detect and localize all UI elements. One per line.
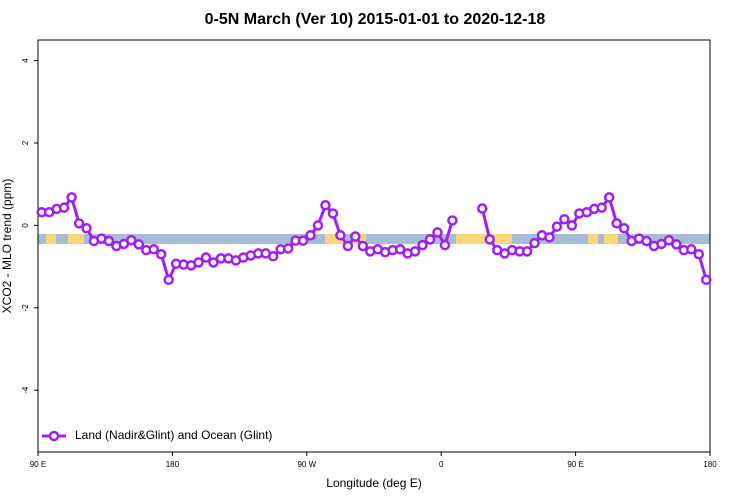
land-band [604,234,618,244]
data-point [267,251,279,262]
y-tick-label: -4 [21,386,30,394]
data-point [417,239,428,251]
data-point [559,213,570,225]
y-tick-label: 4 [21,58,30,63]
data-point [447,215,458,226]
data-point [603,192,615,203]
y-tick-label: 0 [21,223,30,228]
data-point [327,208,339,219]
data-point [312,220,324,231]
y-tick-label: 2 [21,140,30,145]
data-point [282,243,294,254]
land-band [588,234,598,244]
data-point [193,257,204,268]
data-point [618,223,630,234]
data-point [81,223,92,234]
data-point [529,237,540,249]
x-tick-label: 0 [439,460,444,469]
data-point [663,234,675,246]
legend-marker [48,430,60,442]
land-band [68,234,84,244]
land-band [325,234,345,244]
data-point [155,248,167,260]
data-point [297,235,309,246]
data-point [163,274,174,286]
data-point [103,235,115,247]
data-point [148,244,159,255]
data-point [409,246,421,257]
legend: Land (Nadir&Glint) and Ocean (Glint) [42,428,272,442]
data-point [320,199,331,211]
data-point [686,244,697,255]
data-point [439,239,451,251]
data-point [58,202,70,213]
data-point [66,192,77,203]
data-point [342,240,354,252]
data-point [671,239,682,250]
data-point [133,239,145,250]
land-band [456,234,512,244]
chart-title: 0-5N March (Ver 10) 2015-01-01 to 2020-1… [205,11,546,28]
data-point [484,234,495,245]
data-point [126,234,137,246]
y-axis-label: XCO2 - MLO trend (ppm) [0,179,14,314]
data-point [424,234,436,245]
data-point [551,221,563,232]
land-band [46,234,56,244]
data-point [701,274,712,286]
data-point [693,248,705,260]
data-point [394,244,406,255]
data-point [335,230,346,241]
data-point [350,231,361,242]
plot-frame [37,39,711,453]
data-point [596,202,607,213]
data-point [611,218,622,229]
x-axis-label: Longitude (deg E) [326,476,421,490]
data-point [305,230,316,241]
data-point [357,240,369,252]
ocean-band [38,234,710,244]
data-point [73,218,85,229]
data-point [544,232,555,243]
x-tick-label: 180 [166,460,180,469]
data-point [432,227,443,238]
data-point [208,257,219,268]
legend-label: Land (Nadir&Glint) and Ocean (Glint) [75,428,272,442]
data-point [566,220,578,231]
data-point [200,252,212,263]
data-point [477,203,488,214]
x-tick-label: 180 [703,460,717,469]
y-tick-label: -2 [21,304,30,312]
x-tick-label: 90 E [567,460,583,469]
data-point [521,246,533,257]
data-point [641,235,652,247]
x-tick-label: 90 E [30,460,46,469]
x-tick-label: 90 W [297,460,316,469]
